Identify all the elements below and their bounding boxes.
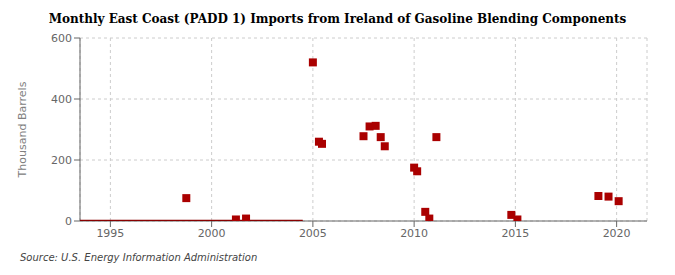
svg-text:400: 400 [51, 93, 72, 106]
svg-text:200: 200 [51, 154, 72, 167]
svg-text:Thousand Barrels: Thousand Barrels [16, 81, 29, 178]
svg-text:600: 600 [51, 32, 72, 45]
svg-text:2015: 2015 [501, 227, 529, 240]
svg-text:2000: 2000 [198, 227, 226, 240]
svg-text:2010: 2010 [400, 227, 428, 240]
svg-text:1995: 1995 [96, 227, 124, 240]
svg-text:2005: 2005 [299, 227, 327, 240]
svg-text:2020: 2020 [603, 227, 631, 240]
svg-text:0: 0 [65, 215, 72, 228]
html-text:Source: U.S. Energy Informatio: Source: U.S. Energy Information Administ… [20, 252, 258, 263]
html-text:Monthly East Coast (PADD 1) Im: Monthly East Coast (PADD 1) Imports from… [48, 12, 627, 26]
